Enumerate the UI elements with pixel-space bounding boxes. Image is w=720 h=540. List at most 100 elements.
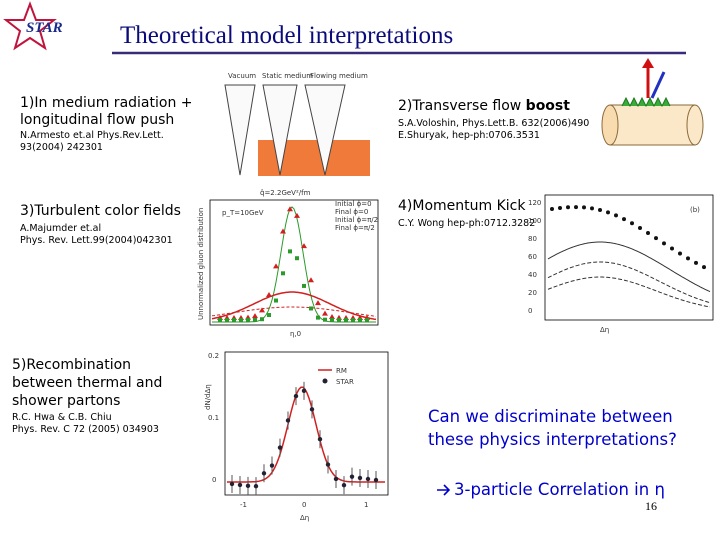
marker xyxy=(662,241,666,246)
tick-label: 60 xyxy=(528,253,537,261)
star-logo xyxy=(3,1,57,51)
tick-label: 40 xyxy=(528,271,537,279)
marker xyxy=(590,206,594,211)
figure-label: Flowing medium xyxy=(310,72,368,80)
marker xyxy=(309,306,313,311)
legend-entry: STAR xyxy=(336,378,354,386)
marker xyxy=(574,205,578,210)
marker xyxy=(301,388,307,394)
marker xyxy=(315,300,321,306)
logo-text: STAR xyxy=(26,20,63,36)
marker xyxy=(329,314,335,320)
marker xyxy=(225,318,229,322)
tick-label: -1 xyxy=(240,501,247,509)
reference: 93(2004) 242301 xyxy=(20,142,103,153)
marker xyxy=(654,236,658,241)
marker xyxy=(702,265,706,270)
section-heading: 1)In medium radiation + xyxy=(20,95,193,111)
marker xyxy=(678,251,682,256)
axis-label: Unnormalized gluon distribution xyxy=(197,208,205,320)
marker xyxy=(259,307,265,313)
figure-label: Vacuum xyxy=(228,72,256,80)
marker xyxy=(558,205,562,210)
marker xyxy=(245,483,251,489)
marker xyxy=(325,462,331,467)
marker xyxy=(308,277,314,283)
marker xyxy=(550,206,554,211)
marker xyxy=(267,313,271,318)
marker xyxy=(232,318,236,322)
marker xyxy=(630,221,634,226)
tick-label: 0 xyxy=(528,307,532,315)
marker xyxy=(253,317,257,322)
marker xyxy=(260,317,264,322)
question: Can we discriminate between xyxy=(428,407,673,426)
reference: Phys. Rev. Lett.99(2004)042301 xyxy=(20,235,173,246)
marker xyxy=(323,317,327,322)
kick-figure: (b) Δη 120 100 80 60 40 20 0 xyxy=(528,194,714,334)
marker xyxy=(317,437,323,442)
reference: S.A.Voloshin, Phys.Lett.B. 632(2006)490 xyxy=(398,118,589,129)
conclusion: 3-particle Correlation in η xyxy=(454,480,665,499)
slide-title: Theoretical model interpretations xyxy=(120,22,453,49)
legend-entry: Initial ϕ=π/2 xyxy=(335,216,378,224)
axis-label: η,0 xyxy=(290,330,301,338)
marker xyxy=(229,481,235,487)
section-heading: between thermal and xyxy=(12,375,162,391)
marker xyxy=(237,482,243,488)
marker xyxy=(365,476,371,482)
marker xyxy=(566,205,570,210)
marker xyxy=(686,256,690,261)
section-heading: longitudinal flow push xyxy=(20,112,174,128)
marker xyxy=(309,407,315,412)
tick-label: 1 xyxy=(364,501,368,509)
marker xyxy=(295,256,299,261)
axis-label: dN/dΔη xyxy=(204,384,212,410)
tick-label: 0.2 xyxy=(208,352,219,360)
marker xyxy=(582,205,586,210)
legend-entry: Final ϕ=π/2 xyxy=(335,224,375,232)
marker xyxy=(357,475,363,481)
marker xyxy=(694,260,698,265)
marker xyxy=(614,213,618,218)
marker xyxy=(337,317,341,322)
legend-entry: Final ϕ=0 xyxy=(335,208,368,216)
marker xyxy=(239,317,243,322)
reference: C.Y. Wong hep-ph:0712.3282 xyxy=(398,218,535,229)
reference: N.Armesto et.al Phys.Rev.Lett. xyxy=(20,130,164,141)
cylinder-figure xyxy=(601,58,704,146)
curve xyxy=(547,241,711,293)
axis-label: Δη xyxy=(600,326,609,334)
marker xyxy=(293,393,299,399)
marker xyxy=(358,318,362,322)
marker xyxy=(277,445,283,450)
marker xyxy=(344,317,348,322)
marker xyxy=(288,249,292,254)
reference: R.C. Hwa & C.B. Chiu xyxy=(12,412,112,423)
curve xyxy=(212,206,376,323)
marker xyxy=(622,217,626,222)
tick-label: 100 xyxy=(528,217,541,225)
figure-label: Static medium xyxy=(262,72,313,80)
section-heading: 3)Turbulent color fields xyxy=(20,203,181,219)
marker xyxy=(316,315,320,320)
marker xyxy=(330,317,334,322)
cones-figure: Vacuum Static medium Flowing medium xyxy=(224,72,370,176)
marker xyxy=(285,418,291,423)
marker xyxy=(287,206,293,212)
marker xyxy=(274,298,278,303)
marker xyxy=(261,471,267,476)
section-heading: 4)Momentum Kick xyxy=(398,198,526,214)
curve xyxy=(547,261,711,304)
curve xyxy=(211,306,377,317)
turbulent-figure: q̂=2.2GeV²/fm p_T=10GeV Initial ϕ=0 Fina… xyxy=(197,189,379,338)
marker xyxy=(349,474,355,479)
marker xyxy=(638,225,642,230)
arrow xyxy=(437,484,451,496)
marker xyxy=(646,230,650,235)
tick-label: 0 xyxy=(212,476,216,484)
marker xyxy=(351,318,355,322)
marker xyxy=(670,246,674,251)
reference: E.Shuryak, hep-ph:0706.3531 xyxy=(398,130,540,141)
curve xyxy=(547,276,711,308)
